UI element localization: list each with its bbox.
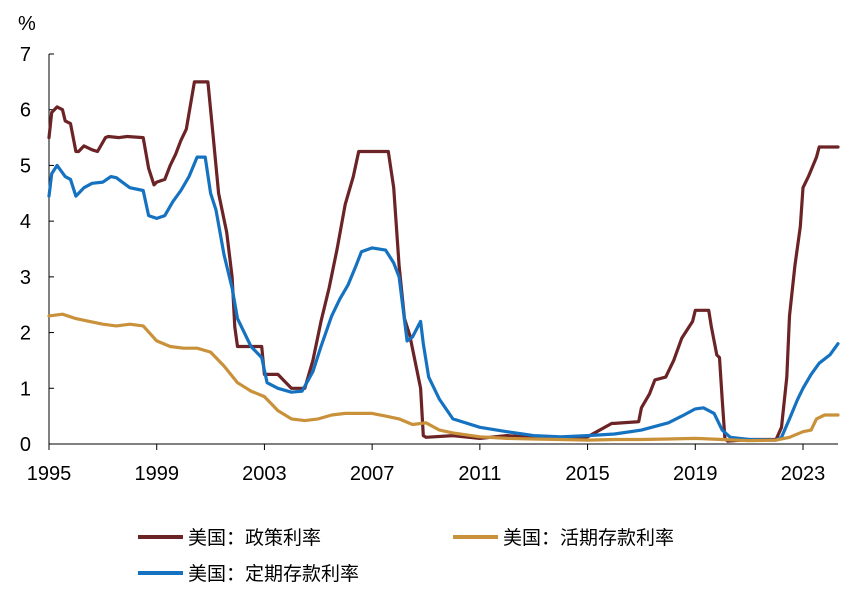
legend-label: 美国：定期存款利率: [188, 563, 359, 585]
x-tick-label: 1995: [27, 463, 72, 485]
y-tick-label: 6: [20, 100, 31, 122]
x-tick-label: 2015: [565, 463, 610, 485]
series-line-2: [47, 312, 840, 443]
y-tick-label: 4: [20, 211, 31, 233]
x-tick-label: 1999: [134, 463, 179, 485]
legend-label: 美国：活期存款利率: [503, 527, 674, 549]
plot-area: [47, 80, 840, 443]
y-tick-label: 7: [20, 44, 31, 66]
legend-label: 美国：政策利率: [188, 527, 321, 549]
y-tick-label: 5: [20, 155, 31, 177]
y-tick-label: 0: [20, 434, 31, 456]
x-tick-label: 2011: [458, 463, 501, 485]
y-axis-unit-label: %: [18, 13, 36, 35]
y-tick-label: 2: [20, 323, 31, 345]
x-tick-label: 2003: [242, 463, 287, 485]
x-tick-label: 2019: [673, 463, 718, 485]
x-axis: 1995 1999 2003 2007 2011 2015 2019 2023: [27, 443, 838, 485]
y-tick-label: 3: [20, 267, 31, 289]
x-tick-label: 2007: [350, 463, 395, 485]
y-axis: 0 1 2 3 4 5 6 7: [20, 44, 54, 456]
y-tick-label: 1: [20, 378, 31, 400]
x-tick-label: 2023: [781, 463, 826, 485]
series-line-1: [47, 155, 840, 442]
series-line-0: [47, 80, 840, 443]
